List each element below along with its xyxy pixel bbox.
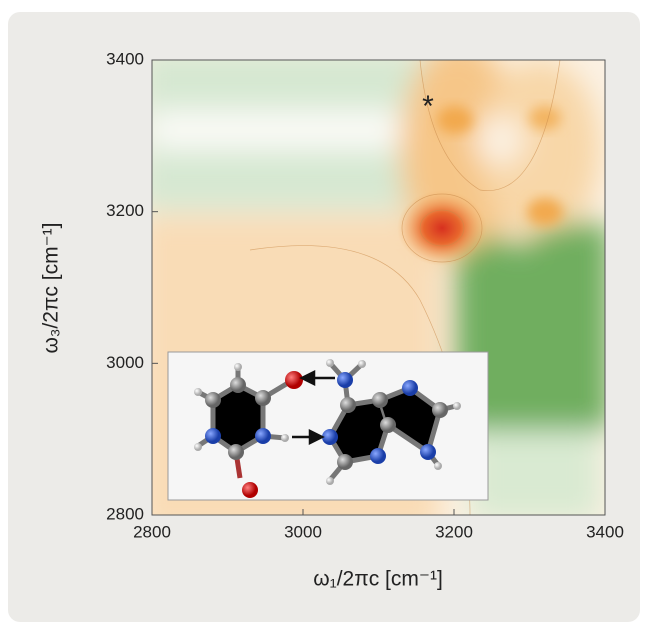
x-tick-label: 3400	[586, 522, 624, 541]
x-axis-label: ω₁/2πc [cm⁻¹]	[313, 568, 443, 591]
y-tick-label: 3400	[106, 49, 144, 68]
x-tick-label: 2800	[133, 522, 171, 541]
x-tick-label: 3000	[284, 522, 322, 541]
y-tick-label: 3200	[106, 201, 144, 220]
annotation: *	[422, 90, 434, 123]
y-tick-label: 3000	[106, 353, 144, 372]
plot-frame	[151, 59, 606, 516]
y-axis-label: ω₃/2πc [cm⁻¹]	[40, 222, 63, 353]
y-tick-label: 2800	[106, 504, 144, 523]
x-tick-label: 3200	[435, 522, 473, 541]
molecule-inset	[167, 351, 489, 501]
